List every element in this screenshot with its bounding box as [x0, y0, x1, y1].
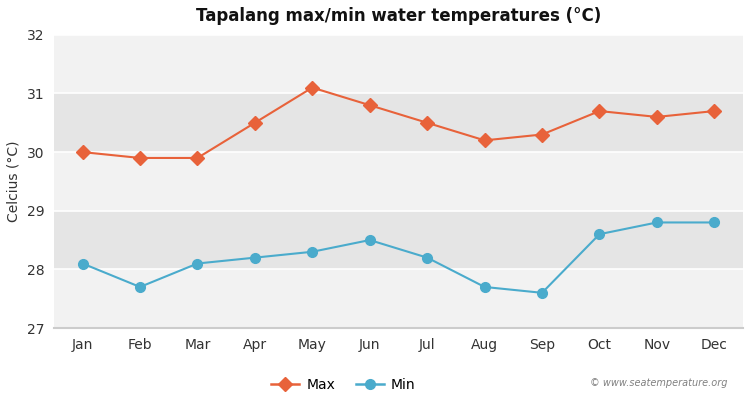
- Bar: [54, 211, 743, 269]
- Title: Tapalang max/min water temperatures (°C): Tapalang max/min water temperatures (°C): [196, 7, 601, 25]
- Text: © www.seatemperature.org: © www.seatemperature.org: [590, 378, 728, 388]
- Y-axis label: Celcius (°C): Celcius (°C): [7, 141, 21, 222]
- Legend: Max, Min: Max, Min: [266, 372, 421, 397]
- Bar: [54, 94, 743, 152]
